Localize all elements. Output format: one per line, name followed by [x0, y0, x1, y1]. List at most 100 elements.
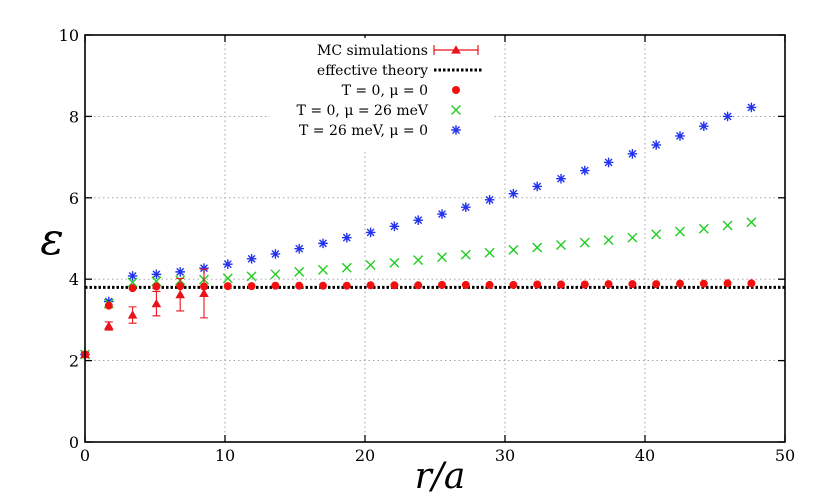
- data-point-cross: [413, 255, 424, 266]
- data-point-circle: [628, 280, 637, 289]
- legend-label: T = 0, μ = 26 meV: [297, 103, 429, 119]
- data-point-asterisk: [627, 149, 638, 159]
- data-point-cross: [437, 252, 447, 263]
- data-point-circle: [247, 282, 256, 291]
- data-point-asterisk: [175, 267, 185, 277]
- data-point-cross: [294, 266, 305, 277]
- legend-entry-t0mu26: T = 0, μ = 26 meV: [297, 103, 461, 119]
- data-point-asterisk: [746, 102, 757, 113]
- x-tick-label: 50: [775, 446, 795, 465]
- data-point-cross: [675, 226, 685, 237]
- data-point-asterisk: [318, 238, 328, 249]
- data-point-triangle: [151, 298, 162, 308]
- legend: MC simulations effective theory T = 0, μ =…: [270, 38, 492, 150]
- data-point-circle: [461, 280, 470, 289]
- data-point-asterisk: [270, 249, 281, 259]
- data-point-cross: [222, 273, 233, 284]
- y-axis-label: ε: [40, 214, 64, 265]
- data-point-triangle: [199, 288, 209, 298]
- x-tick-label: 40: [635, 446, 655, 465]
- x-tick-label: 20: [355, 446, 375, 465]
- data-point-asterisk: [223, 259, 233, 269]
- data-point-asterisk: [461, 202, 471, 212]
- data-point-cross: [341, 262, 352, 273]
- data-point-circle: [723, 279, 732, 288]
- legend-label: T = 26 meV, μ = 0: [299, 123, 428, 139]
- data-layer: [80, 102, 785, 360]
- data-point-cross: [270, 269, 281, 280]
- data-point-cross: [508, 244, 519, 255]
- data-point-circle: [557, 280, 565, 289]
- data-point-asterisk: [437, 209, 447, 219]
- data-point-circle: [747, 279, 756, 288]
- data-point-circle: [223, 282, 232, 291]
- data-point-circle: [580, 280, 589, 289]
- data-point-triangle: [127, 310, 138, 319]
- data-point-asterisk: [484, 195, 495, 205]
- data-point-circle: [438, 280, 446, 289]
- data-point-cross: [484, 247, 495, 258]
- x-tick-label: 30: [495, 446, 515, 465]
- data-point-circle: [295, 281, 304, 290]
- plot-frame: [84, 34, 786, 443]
- data-point-circle: [485, 280, 494, 289]
- data-point-asterisk: [532, 181, 542, 192]
- legend-triangle-swatch: [451, 45, 461, 54]
- data-point-asterisk: [675, 131, 685, 141]
- y-tick-label: 6: [69, 189, 79, 208]
- data-point-asterisk: [699, 121, 709, 131]
- y-tick-label: 10: [59, 26, 79, 45]
- y-tick-label: 8: [69, 107, 79, 126]
- data-point-asterisk: [294, 243, 304, 254]
- data-point-circle: [533, 280, 542, 289]
- data-point-circle: [271, 281, 280, 290]
- data-point-cross: [698, 223, 709, 234]
- data-point-cross: [627, 232, 638, 243]
- y-tick-label: 2: [69, 352, 79, 371]
- data-point-cross: [556, 240, 566, 251]
- legend-label: MC simulations: [317, 43, 428, 59]
- data-point-cross: [318, 264, 328, 275]
- x-tick-label: 0: [80, 446, 90, 465]
- data-point-circle: [366, 281, 375, 290]
- data-point-asterisk: [722, 111, 733, 122]
- x-tick-label: 10: [215, 446, 235, 465]
- y-tick-label: 0: [69, 433, 79, 452]
- data-point-asterisk: [603, 157, 614, 168]
- legend-label: T = 0, μ = 0: [342, 83, 428, 99]
- legend-asterisk-swatch: [451, 125, 461, 135]
- data-point-cross: [460, 249, 471, 260]
- data-point-triangle: [175, 289, 185, 299]
- data-point-circle: [342, 281, 351, 290]
- data-point-circle: [699, 279, 708, 288]
- data-point-circle: [152, 282, 161, 291]
- data-point-triangle: [104, 321, 114, 330]
- data-point-circle: [652, 280, 661, 289]
- data-point-asterisk: [127, 271, 138, 281]
- data-point-asterisk: [342, 232, 352, 243]
- legend-entry-mc: MC simulations: [317, 43, 479, 59]
- legend-entry-eff: effective theory: [317, 63, 482, 79]
- data-point-asterisk: [246, 254, 257, 264]
- legend-entry-t0mu0: T = 0, μ = 0: [342, 83, 460, 99]
- y-tick-label: 4: [69, 270, 79, 289]
- data-point-cross: [722, 220, 733, 231]
- data-point-asterisk: [580, 165, 590, 176]
- axis-labels: r/a ε: [40, 214, 465, 497]
- data-point-asterisk: [556, 173, 566, 184]
- data-point-cross: [127, 277, 138, 288]
- series-t26mu0: [80, 102, 757, 360]
- data-point-cross: [746, 217, 757, 228]
- legend-cross-swatch: [451, 105, 461, 115]
- data-point-circle: [390, 281, 399, 290]
- data-point-cross: [246, 271, 257, 282]
- data-point-asterisk: [151, 269, 162, 280]
- legend-entry-t26mu0: T = 26 meV, μ = 0: [299, 123, 461, 139]
- x-axis-label: r/a: [415, 456, 466, 497]
- data-point-asterisk: [104, 296, 114, 307]
- legend-circle-swatch: [452, 86, 460, 94]
- data-point-asterisk: [389, 221, 400, 232]
- data-point-asterisk: [413, 215, 423, 225]
